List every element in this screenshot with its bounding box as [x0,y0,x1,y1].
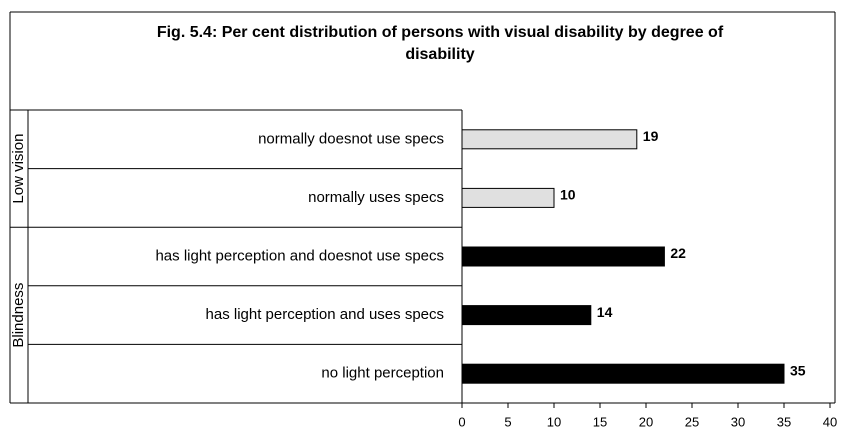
category-label: has light perception and uses specs [206,306,444,323]
x-tick-label: 5 [504,414,511,429]
bar [461,129,638,150]
data-label: 19 [643,128,659,144]
group-label: Low vision [10,134,27,204]
data-label: 22 [670,245,686,261]
x-tick-label: 30 [731,414,745,429]
x-tick-label: 15 [593,414,607,429]
bar [461,363,785,384]
bar [461,305,592,326]
data-label: 10 [560,187,576,203]
x-tick-label: 0 [458,414,465,429]
chart-title: Fig. 5.4: Per cent distribution of perso… [156,24,724,63]
x-tick-label: 40 [823,414,837,429]
group-label: Blindness [10,283,27,348]
data-label: 35 [790,362,806,378]
x-tick-label: 10 [547,414,561,429]
data-label: 14 [597,304,613,320]
x-tick-label: 25 [685,414,699,429]
bar [461,187,555,208]
category-label: has light perception and doesnot use spe… [155,247,444,264]
bar [461,246,665,267]
x-tick-label: 20 [639,414,653,429]
category-label: no light perception [321,365,444,382]
category-label: normally doesnot use specs [258,130,444,147]
x-tick-label: 35 [777,414,791,429]
category-label: normally uses specs [308,189,444,206]
